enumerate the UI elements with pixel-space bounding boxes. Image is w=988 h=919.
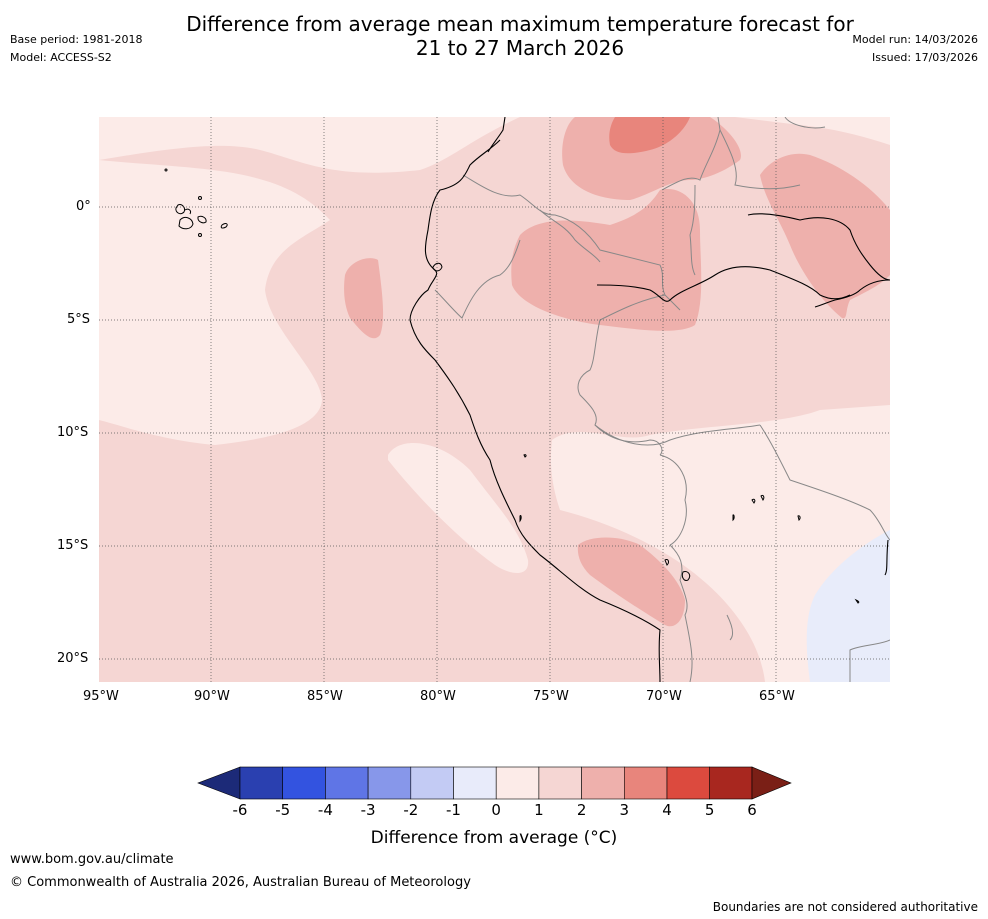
footer-disclaimer: Boundaries are not considered authoritat… <box>712 900 978 914</box>
colorbar-bin-2-3 <box>581 766 625 800</box>
anomaly-fill-1-2-west <box>99 117 520 173</box>
lon-label-70w: 70°W <box>646 689 682 704</box>
colorbar-low-arrow <box>197 766 241 800</box>
footer-copyright: © Commonwealth of Australia 2026, Austra… <box>10 875 471 890</box>
cbar-tick-5: 5 <box>704 801 715 819</box>
colorbar-bin-minus2-minus1 <box>410 766 454 800</box>
colorbar-bin-minus6-minus5 <box>239 766 284 800</box>
colorbar-bin-minus3-minus2 <box>367 766 412 800</box>
meta-right: Model run: 14/03/2026 Issued: 17/03/2026 <box>852 31 978 67</box>
anomaly-fill-3-4-brazil <box>760 153 890 319</box>
coastlines <box>409 117 890 682</box>
colorbar-bin-minus4-minus3 <box>325 766 369 800</box>
lat-label-0: 0° <box>76 199 91 214</box>
lat-label-15s: 15°S <box>57 538 89 553</box>
cbar-tick-minus1: -1 <box>446 801 461 819</box>
anomaly-fill-1-2-pacific <box>99 160 330 445</box>
colorbar-bin-4-5 <box>666 766 711 800</box>
issued-date: Issued: 17/03/2026 <box>871 51 978 64</box>
base-period: Base period: 1981-2018 <box>10 33 143 46</box>
colorbar-bin-0-1 <box>495 766 540 800</box>
model-run: Model run: 14/03/2026 <box>852 33 978 46</box>
anomaly-fill-3-4-galapagos-east <box>344 258 384 339</box>
map-area <box>99 117 890 682</box>
anomaly-fill-3-4-south <box>577 537 685 627</box>
cbar-tick-4: 4 <box>662 801 672 819</box>
anomaly-fill-3-4-north <box>562 117 741 200</box>
colorbar-bin-minus1-0 <box>453 766 497 800</box>
cbar-tick-minus3: -3 <box>360 801 376 819</box>
title-line-1: Difference from average mean maximum tem… <box>186 12 854 36</box>
colorbar-bin-5-6 <box>709 766 753 800</box>
colorbar-bin-minus5-minus4 <box>282 766 326 800</box>
colorbar-bin-1-2 <box>538 766 582 800</box>
cbar-tick-6: 6 <box>747 801 757 819</box>
cbar-tick-3: 3 <box>619 801 630 819</box>
map-title: Difference from average mean maximum tem… <box>0 12 988 60</box>
lon-label-75w: 75°W <box>533 689 569 704</box>
model-name: Model: ACCESS-S2 <box>10 51 112 64</box>
lat-label-10s: 10°S <box>57 425 89 440</box>
colorbar-high-arrow <box>751 766 792 800</box>
anomaly-fill-4-5 <box>609 117 690 154</box>
lon-label-80w: 80°W <box>420 689 456 704</box>
anomaly-fill-1-2-topright <box>735 117 890 145</box>
meta-left: Base period: 1981-2018 Model: ACCESS-S2 <box>10 31 142 67</box>
anomaly-fill-1-2-coastal <box>388 443 529 574</box>
cbar-tick-0: 0 <box>491 801 501 819</box>
lon-label-90w: 90°W <box>194 689 230 704</box>
anomaly-fill-1-2-bolivia <box>550 405 890 682</box>
galapagos-islands <box>164 168 228 237</box>
colorbar-title: Difference from average (°C) <box>370 828 618 848</box>
anomaly-fill-1-2-north <box>99 117 330 140</box>
small-features <box>432 262 860 604</box>
cbar-tick-minus6: -6 <box>232 801 248 819</box>
footer-url[interactable]: www.bom.gov.au/climate <box>10 852 174 867</box>
lat-label-5s: 5°S <box>67 312 91 327</box>
lon-label-85w: 85°W <box>307 689 343 704</box>
country-borders <box>434 117 890 682</box>
cbar-tick-minus5: -5 <box>275 801 291 819</box>
title-line-2: 21 to 27 March 2026 <box>415 36 625 60</box>
colorbar <box>197 766 792 800</box>
lon-label-95w: 95°W <box>83 689 119 704</box>
lon-label-65w: 65°W <box>759 689 795 704</box>
cbar-tick-2: 2 <box>576 801 587 819</box>
anomaly-fill-minus1-0 <box>806 530 890 682</box>
gridlines <box>99 117 890 682</box>
colorbar-bin-3-4 <box>623 766 668 800</box>
lat-label-20s: 20°S <box>57 651 89 666</box>
cbar-tick-minus4: -4 <box>317 801 333 819</box>
cbar-tick-minus2: -2 <box>403 801 419 819</box>
cbar-tick-1: 1 <box>534 801 544 819</box>
